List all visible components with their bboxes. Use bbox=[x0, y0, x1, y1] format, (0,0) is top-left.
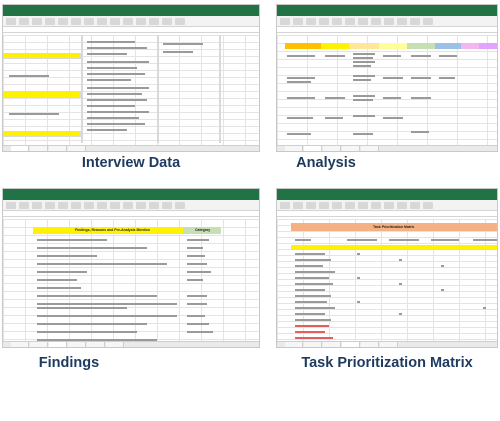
excel-ribbon bbox=[277, 11, 497, 27]
sheet-tabs[interactable] bbox=[277, 341, 497, 347]
spreadsheet-grid bbox=[3, 35, 259, 145]
excel-title-bar bbox=[3, 189, 259, 195]
excel-title-bar bbox=[277, 5, 497, 11]
sheet-tabs[interactable] bbox=[277, 145, 497, 151]
screenshot-task-prioritization-matrix: Task Prioritization Matrix bbox=[276, 188, 498, 348]
sheet-tabs[interactable] bbox=[3, 145, 259, 151]
screenshot-analysis bbox=[276, 4, 498, 152]
spreadsheet-grid bbox=[277, 35, 497, 145]
formula-bar bbox=[277, 211, 497, 217]
panel-findings: Findings, Reasons and Pre-Analysis Menti… bbox=[2, 188, 260, 378]
spreadsheet-grid: Findings, Reasons and Pre-Analysis Menti… bbox=[3, 219, 259, 341]
formula-bar bbox=[3, 211, 259, 217]
screenshot-findings: Findings, Reasons and Pre-Analysis Menti… bbox=[2, 188, 260, 348]
caption-interview-data: Interview Data bbox=[81, 155, 181, 171]
caption-findings: Findings bbox=[38, 355, 100, 371]
panel-task-prioritization-matrix: Task Prioritization Matrix bbox=[276, 188, 498, 378]
caption-analysis: Analysis bbox=[296, 155, 356, 171]
formula-bar bbox=[3, 27, 259, 33]
spreadsheet-grid: Task Prioritization Matrix bbox=[277, 219, 497, 345]
excel-title-bar bbox=[277, 189, 497, 195]
sheet-tabs[interactable] bbox=[3, 341, 259, 347]
excel-title-bar bbox=[3, 5, 259, 11]
findings-header: Findings, Reasons and Pre-Analysis Menti… bbox=[75, 228, 150, 232]
caption-task-prioritization-matrix: Task Prioritization Matrix bbox=[301, 355, 473, 371]
screenshot-interview-data bbox=[2, 4, 260, 152]
panel-interview-data: Interview Data bbox=[2, 4, 260, 172]
findings-category-header: Category bbox=[195, 228, 211, 232]
excel-ribbon bbox=[3, 11, 259, 27]
matrix-title: Task Prioritization Matrix bbox=[373, 225, 415, 229]
formula-bar bbox=[277, 27, 497, 33]
excel-ribbon bbox=[277, 195, 497, 211]
excel-ribbon bbox=[3, 195, 259, 211]
panel-analysis: Analysis bbox=[276, 4, 498, 172]
